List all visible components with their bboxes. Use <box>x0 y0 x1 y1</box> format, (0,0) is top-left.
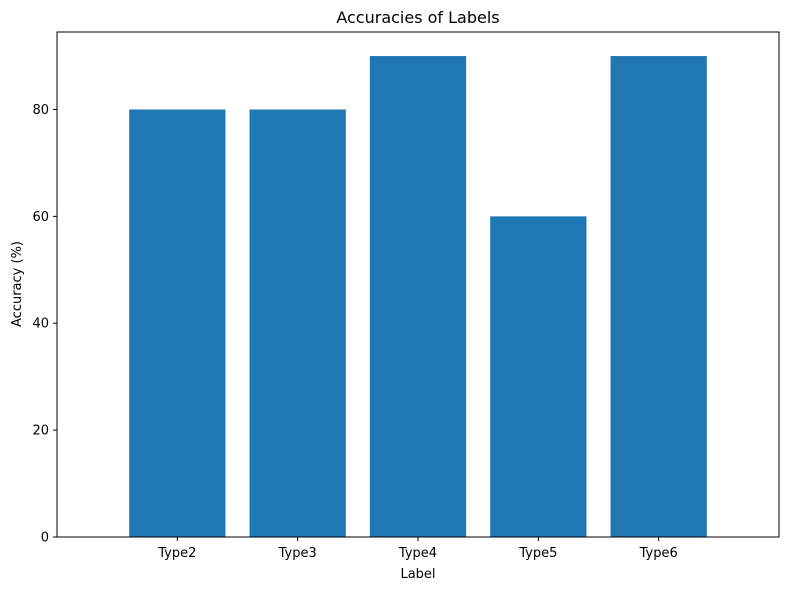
y-tick-label: 0 <box>41 531 49 546</box>
x-axis-label: Label <box>400 567 435 582</box>
bar-type2 <box>129 109 226 538</box>
y-axis-label: Accuracy (%) <box>10 241 25 327</box>
x-tick-label: Type6 <box>639 546 678 561</box>
x-axis: Type2 Type3 Type4 Type5 Type6 <box>157 537 678 561</box>
x-tick-label: Type3 <box>278 546 317 561</box>
bar-type5 <box>490 216 587 537</box>
x-tick-label: Type4 <box>398 546 437 561</box>
y-tick-label: 60 <box>32 210 49 225</box>
bar-type6 <box>610 56 707 538</box>
y-tick-label: 20 <box>32 424 49 439</box>
chart-title: Accuracies of Labels <box>336 8 499 27</box>
y-tick-label: 40 <box>32 317 49 332</box>
y-tick-label: 80 <box>32 103 49 118</box>
x-tick-label: Type2 <box>157 546 196 561</box>
y-axis: 0 20 40 60 80 <box>32 103 57 546</box>
bar-type3 <box>249 109 346 538</box>
bars-group <box>129 56 707 538</box>
bar-type4 <box>369 56 467 538</box>
x-tick-label: Type5 <box>518 546 557 561</box>
